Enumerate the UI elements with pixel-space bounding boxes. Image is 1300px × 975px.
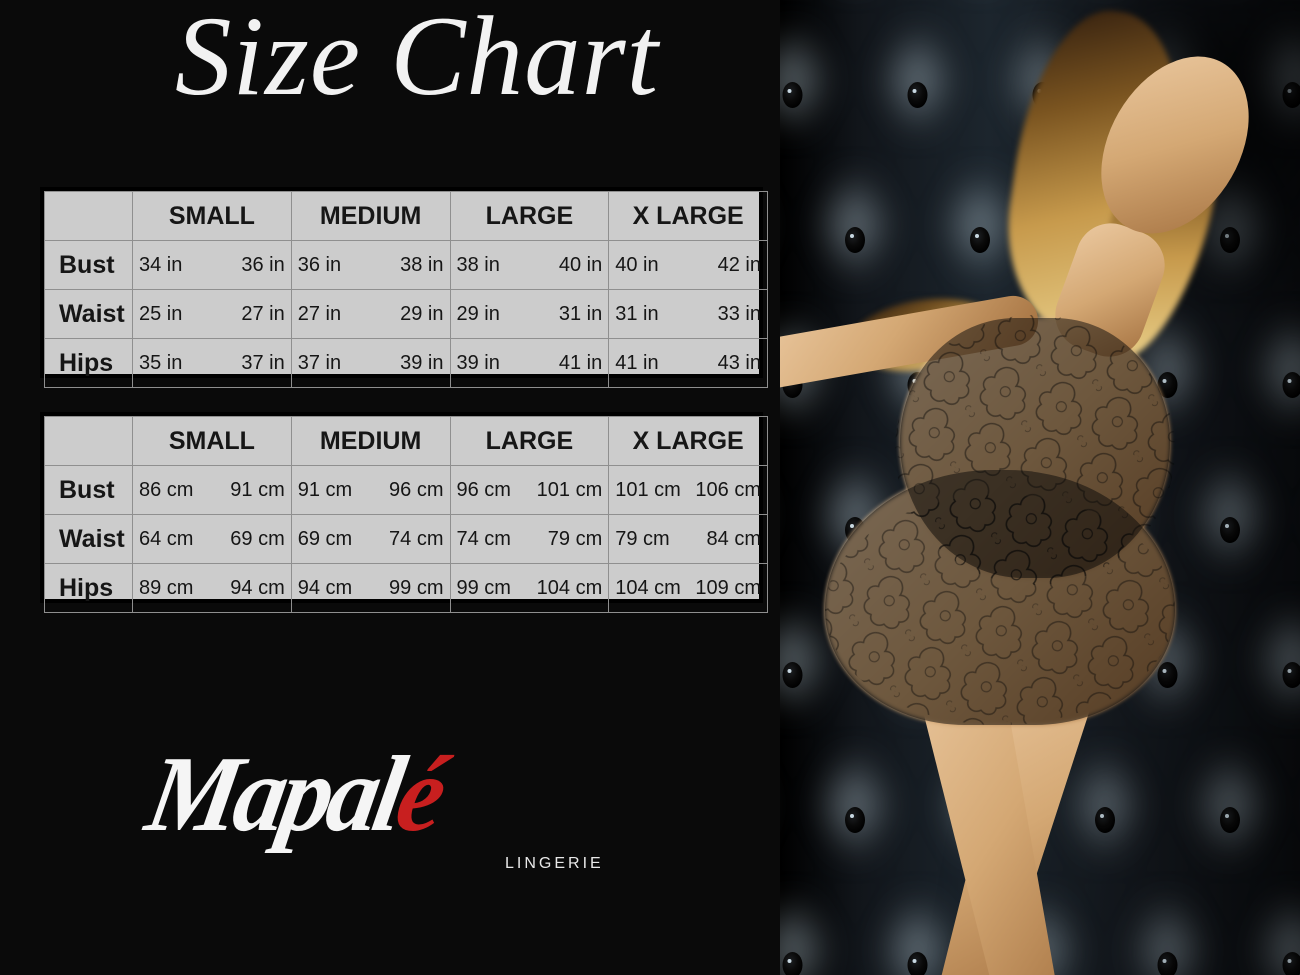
- svg-text:Mapalé: Mapalé: [140, 735, 459, 855]
